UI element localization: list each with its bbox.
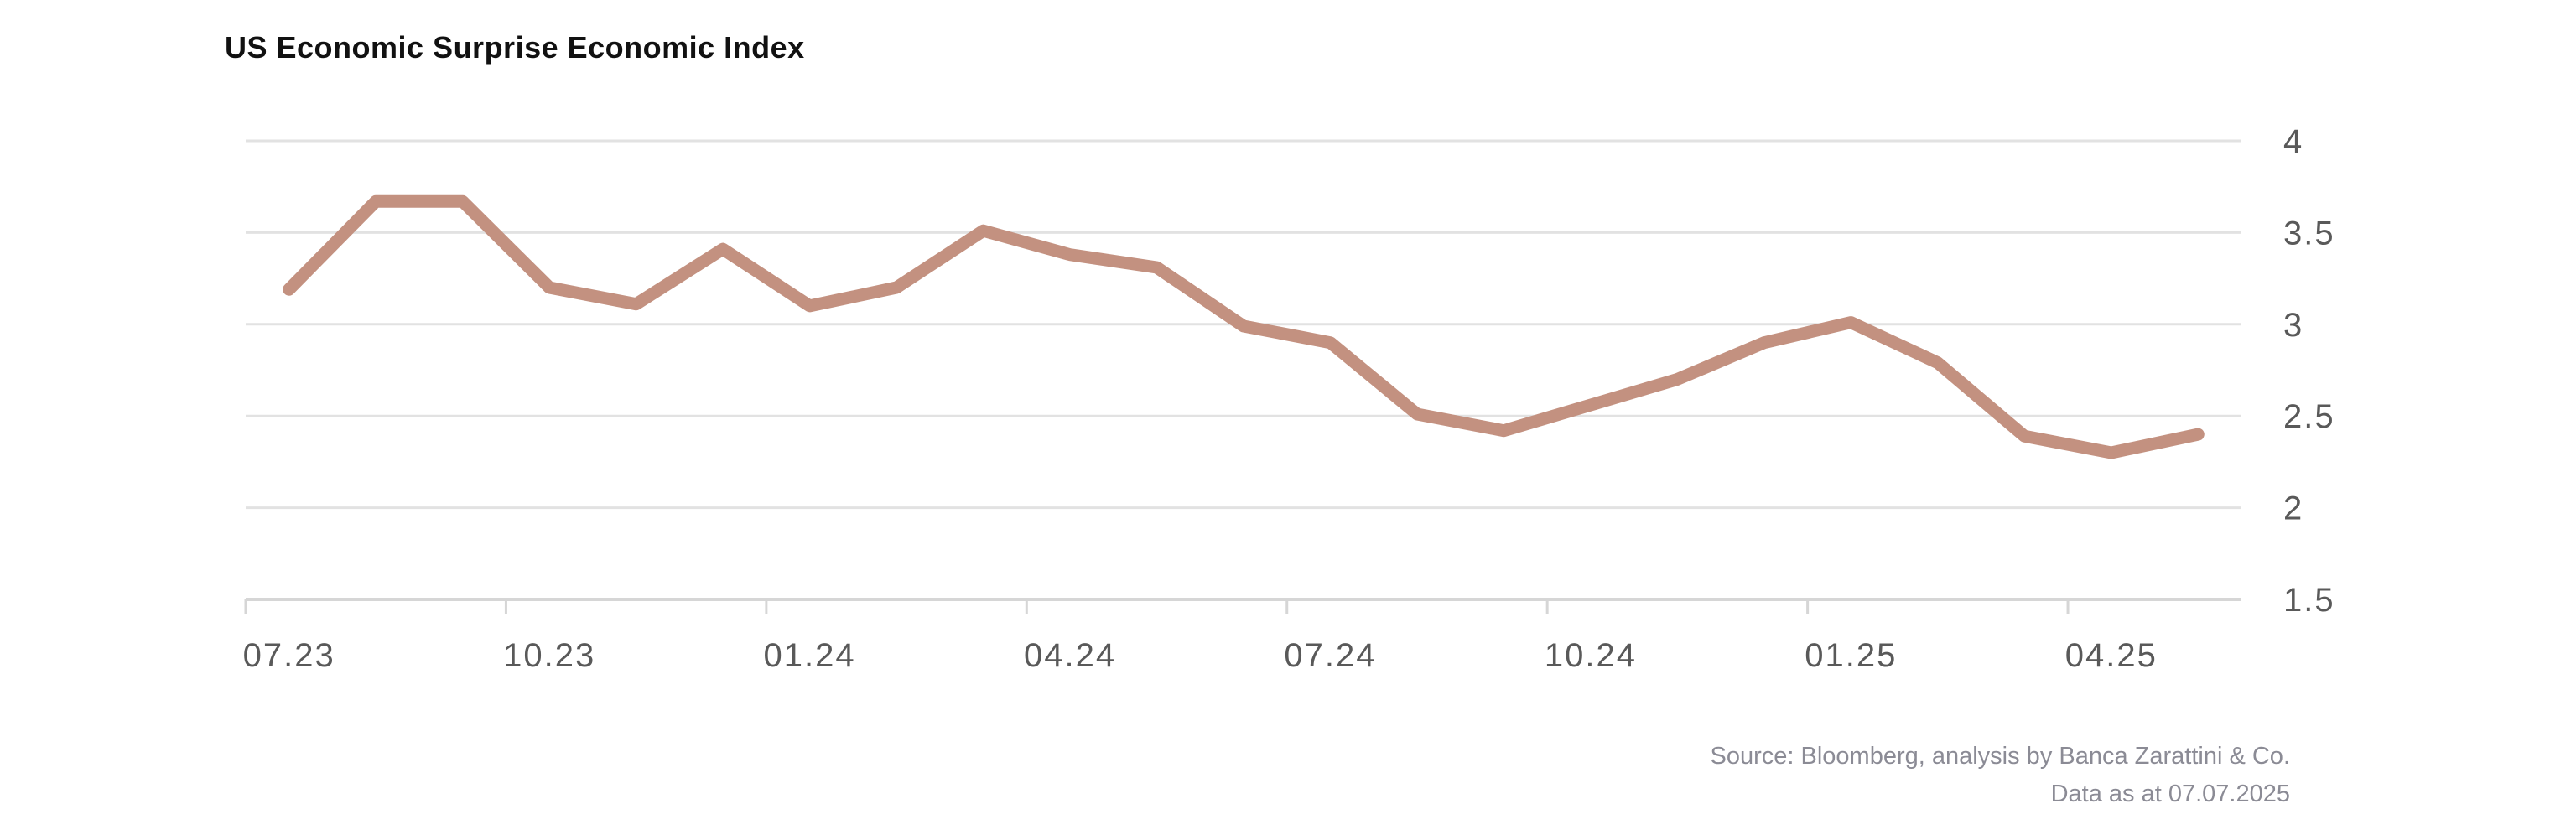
x-tick-label: 01.24 bbox=[764, 637, 856, 674]
y-tick-label: 4 bbox=[2283, 123, 2303, 160]
x-tick-label: 07.24 bbox=[1284, 637, 1376, 674]
y-tick-label: 2.5 bbox=[2283, 398, 2335, 435]
x-tick-label: 07.23 bbox=[243, 637, 335, 674]
x-tick-label: 04.24 bbox=[1024, 637, 1116, 674]
source-note: Source: Bloomberg, analysis by Banca Zar… bbox=[1711, 738, 2291, 813]
source-line: Source: Bloomberg, analysis by Banca Zar… bbox=[1710, 743, 2291, 770]
x-tick-label: 10.23 bbox=[503, 637, 595, 674]
y-tick-label: 3.5 bbox=[2283, 215, 2335, 252]
y-tick-label: 1.5 bbox=[2283, 582, 2335, 619]
x-tick-label: 01.25 bbox=[1805, 637, 1897, 674]
y-tick-label: 3 bbox=[2283, 307, 2303, 344]
chart-title: US Economic Surprise Economic Index bbox=[225, 30, 805, 65]
x-tick-label: 04.25 bbox=[2065, 637, 2158, 674]
source-date-line: Data as at 07.07.2025 bbox=[2050, 781, 2290, 807]
x-tick-label: 10.24 bbox=[1545, 637, 1637, 674]
y-tick-label: 2 bbox=[2283, 490, 2303, 527]
series-line-us-economic-surprise bbox=[283, 194, 2205, 459]
